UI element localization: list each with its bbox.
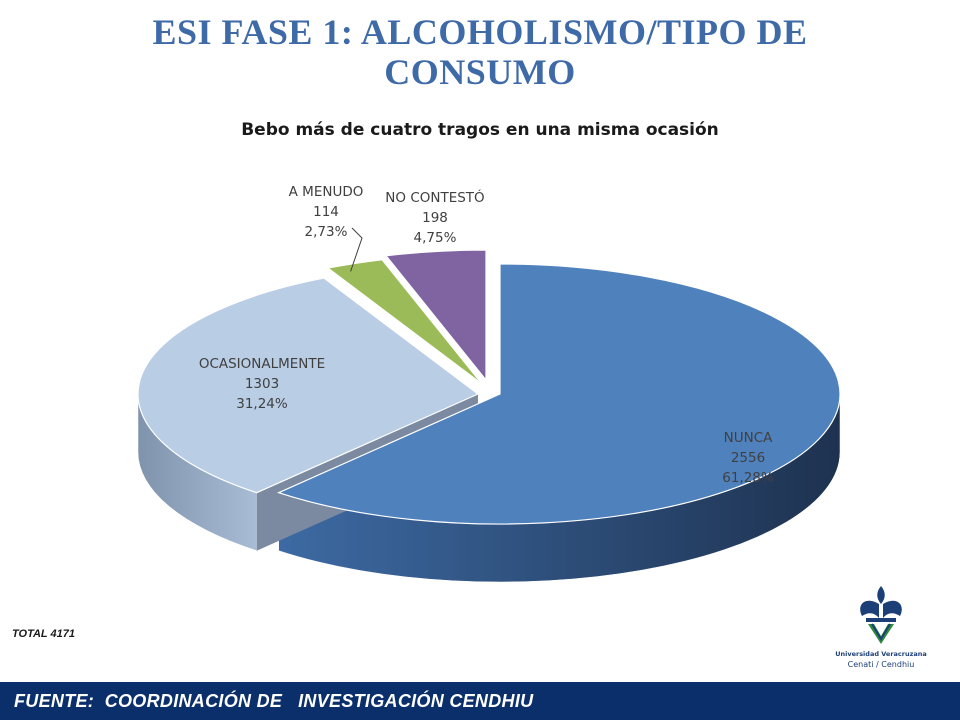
chart-title: Bebo más de cuatro tragos en una misma o… (241, 120, 719, 140)
logo-subtitle: Cenati / Cendhiu (847, 660, 915, 669)
slice-percent: 61,28% (722, 470, 774, 486)
pie-label-ocasionalmente: OCASIONALMENTE 1303 31,24% (182, 354, 342, 414)
pie-tops (137, 249, 841, 525)
pie-label-nunca: NUNCA 2556 61,28% (698, 428, 798, 488)
logo-university-name: Universidad Veracruzana (835, 650, 927, 658)
slice-count: 114 (313, 204, 339, 220)
slice-count: 2556 (730, 450, 766, 466)
pie-label-no-contesto: NO CONTESTÓ 198 4,75% (375, 188, 495, 248)
university-logo: Universidad Veracruzana Cenati / Cendhiu (822, 582, 940, 682)
pie-slice-a-menudo (326, 259, 483, 385)
total-label: TOTAL 4171 (12, 628, 75, 640)
footer-source: FUENTE: COORDINACIÓN DE INVESTIGACIÓN CE… (14, 691, 534, 711)
slice-name: OCASIONALMENTE (198, 356, 326, 372)
slice-count: 1303 (244, 376, 280, 392)
pie-slice-nunca (277, 263, 841, 525)
slice-name: A MENUDO (288, 184, 364, 200)
slice-percent: 31,24% (236, 396, 288, 412)
slice-name: NUNCA (723, 430, 773, 446)
slice-name: NO CONTESTÓ (385, 190, 485, 206)
pie-label-a-menudo: A MENUDO 114 2,73% (272, 182, 380, 242)
pie-slice-ocasionalmente (137, 277, 480, 494)
slice-percent: 4,75% (413, 230, 457, 246)
slice-count: 198 (422, 210, 448, 226)
slide-title: ESI FASE 1: ALCOHOLISMO/TIPO DE CONSUMO (152, 12, 808, 92)
footer-bar: FUENTE: COORDINACIÓN DE INVESTIGACIÓN CE… (0, 682, 960, 720)
logo-emblem-icon (860, 586, 902, 644)
pie-leaders (350, 227, 363, 272)
slice-percent: 2,73% (304, 224, 348, 240)
pie-slice-no-contesto (384, 249, 487, 382)
leader-line-a-menudo (350, 227, 363, 272)
